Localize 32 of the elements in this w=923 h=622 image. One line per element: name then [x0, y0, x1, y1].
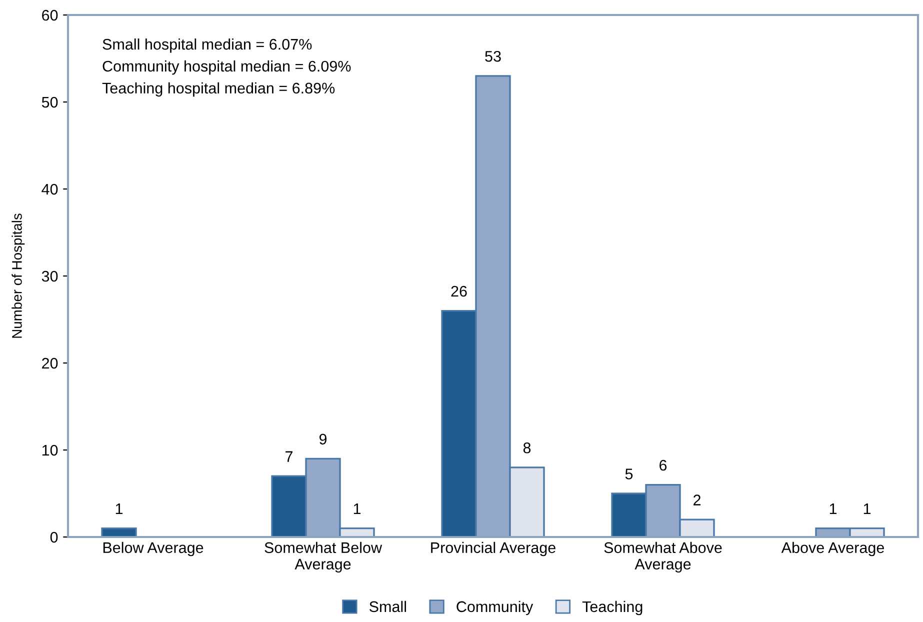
annotation: Community hospital median = 6.09% [102, 60, 351, 75]
data-label: 7 [286, 451, 292, 462]
y-tick-label: 20 [42, 358, 58, 369]
data-label: 1 [354, 504, 361, 514]
y-tick-label: 10 [42, 444, 58, 456]
x-tick-label: Provincial Average [431, 542, 556, 556]
y-tick-label: 40 [42, 184, 58, 195]
data-label: 9 [319, 434, 327, 445]
x-tick-label: Below Average [103, 542, 204, 556]
x-tick-label: Somewhat Below Average [264, 542, 382, 573]
data-label: 53 [485, 50, 501, 62]
data-label: 6 [660, 460, 667, 471]
y-tick-label: 60 [42, 10, 58, 21]
y-axis-title: Number of Hospitals [12, 214, 25, 338]
legend-label: Community [456, 600, 534, 616]
x-tick-label: Above Average [781, 542, 884, 556]
legend-label: Teaching [582, 600, 642, 616]
data-label: 1 [116, 504, 123, 514]
data-label: 1 [830, 504, 837, 514]
data-label: 26 [451, 286, 467, 297]
legend-label: Small [369, 600, 406, 612]
data-label: 8 [523, 442, 531, 454]
data-label: 5 [625, 468, 633, 480]
x-tick-label: Somewhat Above Average [604, 542, 722, 573]
data-label: 2 [694, 494, 700, 506]
y-tick-label: 0 [50, 532, 58, 543]
annotation: Teaching hospital median = 6.89% [102, 82, 335, 97]
data-label: 1 [864, 504, 871, 514]
y-tick-label: 50 [42, 96, 58, 108]
annotation: Small hospital median = 6.07% [102, 38, 312, 53]
bar [101, 527, 137, 537]
y-tick-label: 30 [42, 270, 58, 282]
